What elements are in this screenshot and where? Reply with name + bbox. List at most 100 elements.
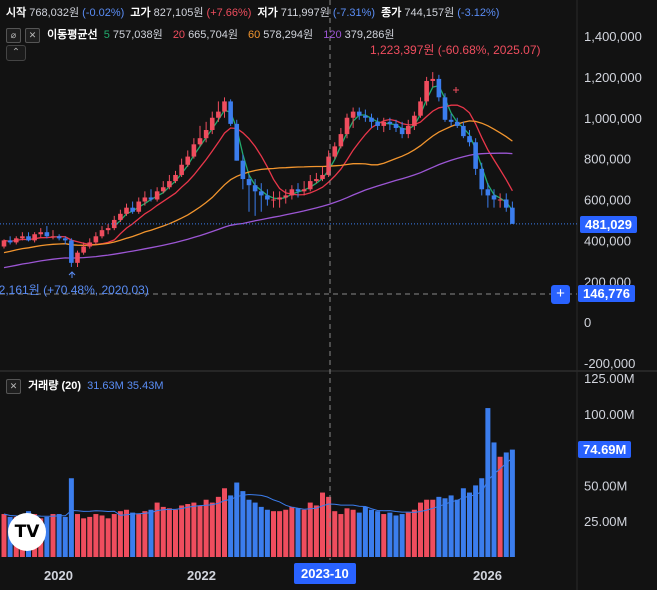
- eye-off-icon[interactable]: ⌀: [6, 27, 21, 43]
- candle-body: [399, 127, 405, 135]
- volume-ma-line: [3, 457, 513, 518]
- volume-bar: [117, 511, 123, 557]
- candle-body: [185, 156, 191, 165]
- candle-body: [118, 213, 123, 220]
- ohlc-legend: 시작 768,032원 (-0.02%) 고가 827,105원 (+7.66%) 저가…: [6, 4, 502, 20]
- candle-body: [271, 199, 276, 201]
- ma-line-5: [113, 84, 513, 227]
- volume-bar: [234, 482, 240, 557]
- candle-body: [69, 240, 74, 263]
- volume-bar: [436, 496, 442, 557]
- volume-bar: [381, 514, 387, 557]
- volume-bar: [313, 505, 319, 557]
- volume-bar: [491, 442, 497, 557]
- candle-body: [491, 195, 497, 200]
- volume-bar: [399, 514, 405, 557]
- close-value: 744,157원: [404, 7, 455, 19]
- volume-bar: [93, 514, 99, 557]
- ma-line-120: [3, 152, 513, 269]
- volume-bar: [179, 505, 185, 557]
- volume-bar: [105, 518, 111, 557]
- ma5-value: 757,038원: [112, 29, 163, 41]
- volume-bar: [430, 499, 436, 557]
- candle-body: [75, 252, 80, 263]
- volume-bar: [448, 495, 454, 557]
- volume-bar: [338, 514, 344, 557]
- close-icon[interactable]: ✕: [6, 378, 21, 394]
- candle-body: [418, 101, 423, 116]
- candle-body: [191, 144, 197, 157]
- volume-bar: [68, 478, 74, 557]
- volume-bar: [142, 511, 148, 557]
- volume-bar: [203, 499, 209, 557]
- volume-bar: [467, 492, 472, 557]
- volume-label: 거래량 (20): [28, 380, 82, 392]
- price-axis-tick: 800,000: [584, 152, 631, 167]
- candle-body: [356, 111, 362, 116]
- volume-bar: [473, 485, 479, 557]
- volume-bar: [246, 499, 252, 557]
- time-axis-tick: 2022: [187, 568, 216, 583]
- candle-body: [130, 207, 135, 212]
- volume-bar: [405, 512, 411, 557]
- current-price-badge: 481,029: [580, 216, 637, 233]
- candle-body: [454, 121, 460, 126]
- candle-body: [461, 125, 466, 137]
- volume-bar: [362, 506, 368, 557]
- candle-body: [93, 236, 99, 243]
- tradingview-logo[interactable]: TV: [8, 513, 46, 551]
- candle-body: [148, 197, 154, 200]
- volume-bar: [154, 502, 160, 557]
- ma20-period: 20: [172, 29, 186, 41]
- volume-bar: [173, 509, 178, 557]
- volume-legend: ✕ 거래량 (20) 31.63M 35.43M: [6, 377, 167, 394]
- open-value: 768,032원: [29, 7, 80, 19]
- price-axis-tick: 1,400,000: [584, 29, 642, 44]
- candle-body: [295, 189, 301, 192]
- close-icon[interactable]: ✕: [25, 27, 40, 43]
- candle-body: [479, 168, 485, 190]
- candle-body: [50, 236, 56, 238]
- candle-body: [277, 197, 282, 200]
- candle-body: [375, 121, 380, 126]
- candle-body: [105, 228, 111, 231]
- volume-bar: [258, 506, 264, 557]
- low-annotation: 82,161원 (+70.48%, 2020.03): [0, 283, 149, 297]
- candle-body: [167, 181, 172, 188]
- volume-bar: [75, 514, 80, 557]
- collapse-legend-button[interactable]: ⌃: [6, 45, 26, 61]
- candle-body: [38, 232, 44, 235]
- candle-body: [485, 189, 491, 196]
- volume-bar: [509, 449, 515, 557]
- volume-bar: [197, 505, 203, 557]
- add-alert-button[interactable]: +: [551, 285, 570, 304]
- candle-body: [473, 142, 478, 169]
- candle-body: [87, 242, 93, 247]
- current-volume-badge: 74.69M: [578, 441, 632, 458]
- volume-bar: [424, 499, 430, 557]
- candle-body: [246, 179, 252, 186]
- candle-body: [124, 207, 129, 214]
- volume-bar: [160, 506, 166, 557]
- volume-bar: [124, 509, 129, 557]
- volume-bar: [503, 452, 509, 557]
- volume-bar: [136, 514, 142, 557]
- ma5-period: 5: [103, 29, 110, 41]
- volume-bar: [332, 511, 338, 557]
- candle-body: [344, 117, 350, 135]
- ma-legend: ⌀ ✕ 이동평균선 5 757,038원 20 665,704원 60 578,294원…: [6, 26, 401, 43]
- low-value: 711,997원: [280, 7, 330, 19]
- candle-body: [160, 187, 166, 192]
- cursor-price-badge: 146,776: [578, 285, 635, 302]
- time-axis-tick: 2020: [44, 568, 73, 583]
- volume-axis-tick: 125.00M: [584, 371, 635, 386]
- volume-bar: [485, 408, 491, 557]
- candle-body: [369, 117, 374, 122]
- volume-bar: [301, 509, 307, 557]
- candle-body: [234, 123, 240, 161]
- volume-bar: [350, 509, 356, 557]
- volume-bar: [130, 512, 136, 557]
- candle-body: [314, 179, 319, 182]
- candle-body: [424, 80, 429, 102]
